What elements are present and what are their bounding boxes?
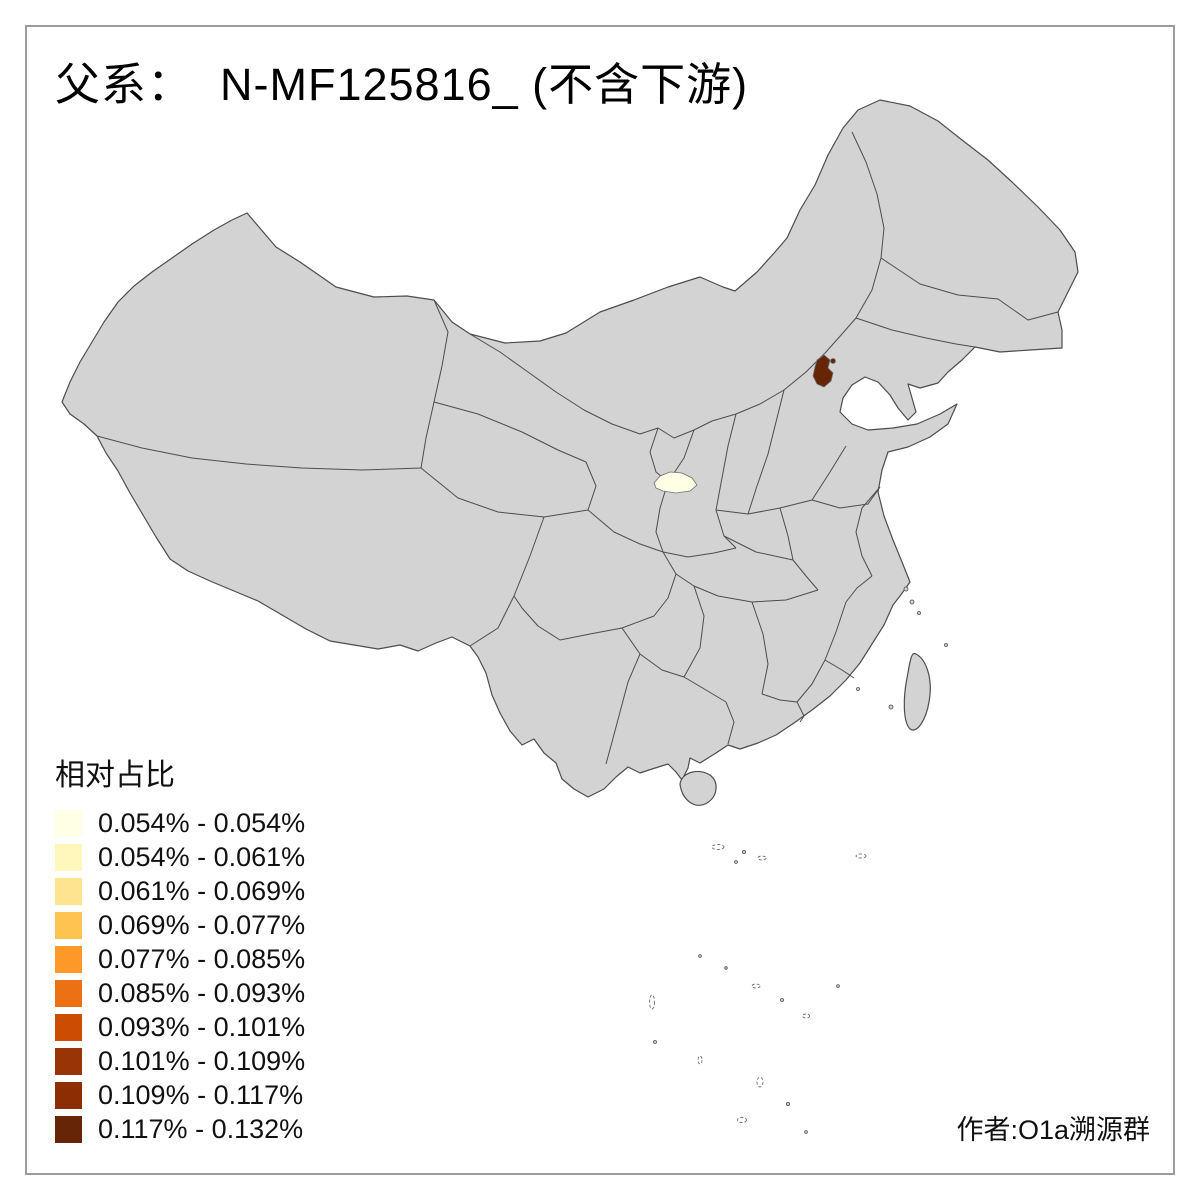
province-borders [96, 131, 1059, 765]
legend-label: 0.054% - 0.054% [98, 808, 306, 838]
legend-swatch [55, 980, 82, 1007]
legend-row: 0.117% - 0.132% [55, 1114, 305, 1144]
legend-row: 0.069% - 0.077% [55, 910, 306, 940]
legend-label: 0.109% - 0.117% [98, 1080, 304, 1110]
legend-swatch [55, 878, 82, 905]
legend-row: 0.109% - 0.117% [55, 1080, 305, 1110]
legend-swatch [55, 1082, 82, 1109]
legend-label: 0.077% - 0.085% [98, 944, 306, 974]
china-mainland [61, 99, 1079, 798]
legend-title: 相对占比 [55, 759, 175, 792]
legend-label: 0.101% - 0.109% [98, 1046, 306, 1076]
legend-swatch [55, 1116, 82, 1143]
legend-row: 0.061% - 0.069% [55, 876, 306, 906]
legend-label: 0.085% - 0.093% [98, 978, 306, 1008]
south-china-sea-islands [649, 844, 867, 1134]
legend-row: 0.101% - 0.109% [55, 1046, 306, 1076]
highlight-region-central [653, 471, 698, 494]
taiwan-island [903, 652, 931, 731]
legend-label: 0.054% - 0.061% [98, 842, 306, 872]
legend-label: 0.061% - 0.069% [98, 876, 306, 906]
legend-row: 0.054% - 0.061% [55, 842, 306, 872]
legend-swatch [55, 810, 82, 837]
legend: 相对占比 0.054% - 0.054% 0.054% - 0.061% 0.0… [55, 750, 305, 1150]
legend-row: 0.054% - 0.054% [55, 808, 306, 838]
legend-items: 0.054% - 0.054% 0.054% - 0.061% 0.061% -… [55, 808, 306, 1144]
legend-swatch [55, 1048, 82, 1075]
legend-swatch [55, 1014, 82, 1041]
legend-swatch [55, 844, 82, 871]
legend-swatch [55, 912, 82, 939]
legend-label: 0.093% - 0.101% [98, 1012, 306, 1042]
legend-row: 0.077% - 0.085% [55, 944, 306, 974]
page-title: 父系： N-MF125816_ (不含下游) [55, 59, 749, 110]
hainan-island [679, 771, 717, 806]
legend-label: 0.117% - 0.132% [98, 1114, 304, 1144]
highlight-region-north-dot [830, 358, 836, 364]
legend-row: 0.093% - 0.101% [55, 1012, 306, 1042]
legend-swatch [55, 946, 82, 973]
coastal-islets [856, 586, 948, 710]
legend-row: 0.085% - 0.093% [55, 978, 306, 1008]
highlight-region-north [812, 354, 834, 388]
author-credit: 作者:O1a溯源群 [956, 1115, 1150, 1145]
legend-label: 0.069% - 0.077% [98, 910, 306, 940]
